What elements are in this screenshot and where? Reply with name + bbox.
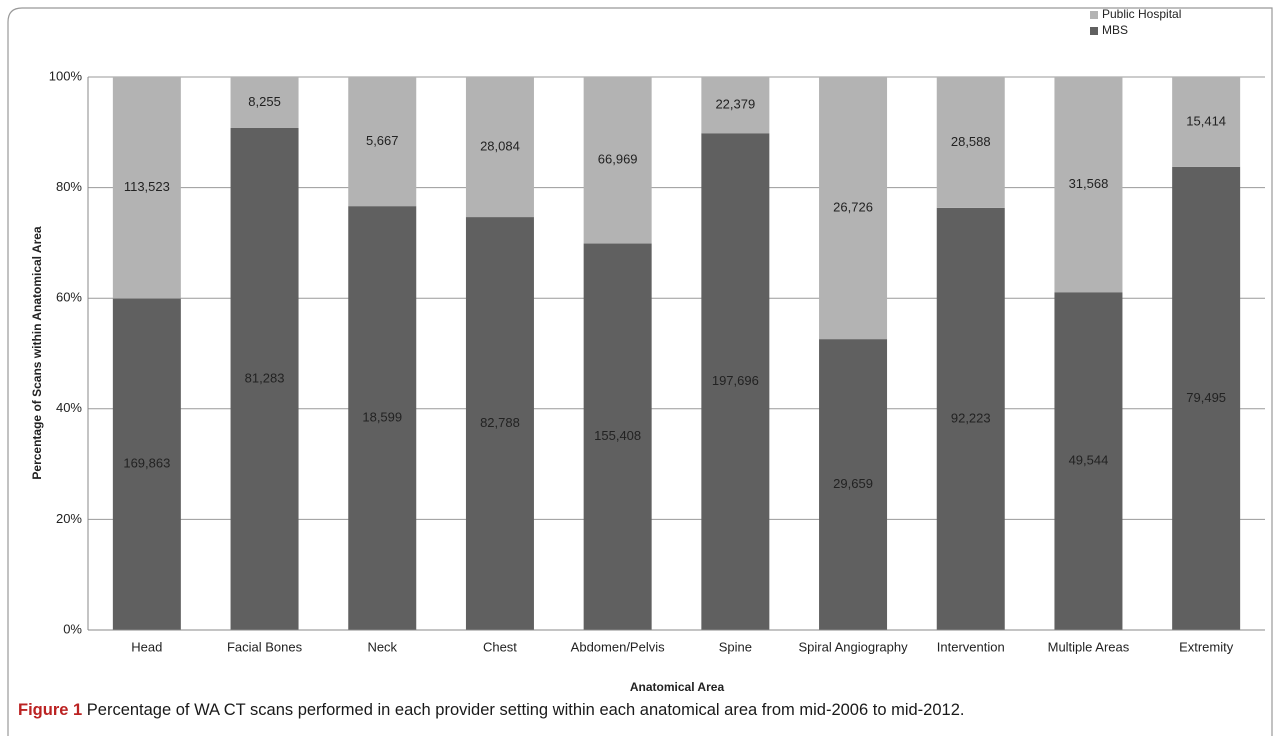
data-label: 31,568 [1069,176,1109,191]
legend-label: Public Hospital [1102,7,1181,21]
x-tick-label: Spiral Angiography [798,639,908,654]
data-label: 26,726 [833,199,873,214]
bar-segment [1172,166,1241,630]
data-label: 49,544 [1069,453,1109,468]
x-tick-label: Abdomen/Pelvis [571,639,665,654]
data-label: 92,223 [951,410,991,425]
bar-segment [112,298,181,630]
bar-segment [583,243,652,630]
data-label: 29,659 [833,476,873,491]
bar-segment [465,77,534,218]
y-tick-label: 0% [63,621,82,636]
data-label: 197,696 [712,373,759,388]
data-label: 79,495 [1186,390,1226,405]
y-tick-label: 80% [56,179,82,194]
data-label: 81,283 [245,370,285,385]
bar-segment [348,206,417,630]
data-label: 28,588 [951,134,991,149]
data-label: 169,863 [123,456,170,471]
legend-swatch [1090,11,1098,19]
x-tick-label: Spine [719,639,752,654]
bar-segment [230,127,299,631]
data-label: 66,969 [598,152,638,167]
frame [7,7,1273,736]
data-label: 15,414 [1186,113,1226,128]
x-tick-label: Facial Bones [227,639,303,654]
caption: Figure 1 Percentage of WA CT scans perfo… [18,701,964,719]
caption-label: Figure 1 [18,701,82,719]
caption-text: Percentage of WA CT scans performed in e… [82,701,964,719]
data-label: 82,788 [480,415,520,430]
legend-swatch [1090,27,1098,35]
data-label: 113,523 [124,179,170,194]
data-label: 22,379 [715,97,755,112]
bar-segment [1054,77,1123,293]
x-tick-label: Chest [483,639,517,654]
bar-segment [583,77,652,244]
bar-segment [348,77,417,207]
y-tick-label: 20% [56,511,82,526]
x-tick-label: Head [131,639,162,654]
legend-label: MBS [1102,23,1128,37]
x-tick-label: Intervention [937,639,1005,654]
bar-segment [465,217,534,631]
data-label: 5,667 [366,133,399,148]
bar-segment [936,207,1005,630]
bar-segment [819,77,888,340]
bar-segment [1054,292,1123,630]
x-tick-label: Extremity [1179,639,1234,654]
y-tick-label: 40% [56,400,82,415]
x-tick-label: Multiple Areas [1048,639,1130,654]
bar-segment [701,133,770,630]
y-axis-title: Percentage of Scans within Anatomical Ar… [30,226,44,480]
x-tick-label: Neck [367,639,397,654]
data-label: 28,084 [480,138,520,153]
data-label: 155,408 [594,428,641,443]
y-tick-label: 100% [49,68,83,83]
x-axis-title: Anatomical Area [630,680,725,694]
bar-segment [1172,77,1241,167]
data-label: 18,599 [362,410,402,425]
bar-segment [112,77,181,299]
bar-segment [819,339,888,630]
data-label: 8,255 [248,94,281,109]
bar-segment [701,77,770,134]
bar-segment [936,77,1005,208]
y-tick-label: 60% [56,290,82,305]
bar-segment [230,77,299,128]
